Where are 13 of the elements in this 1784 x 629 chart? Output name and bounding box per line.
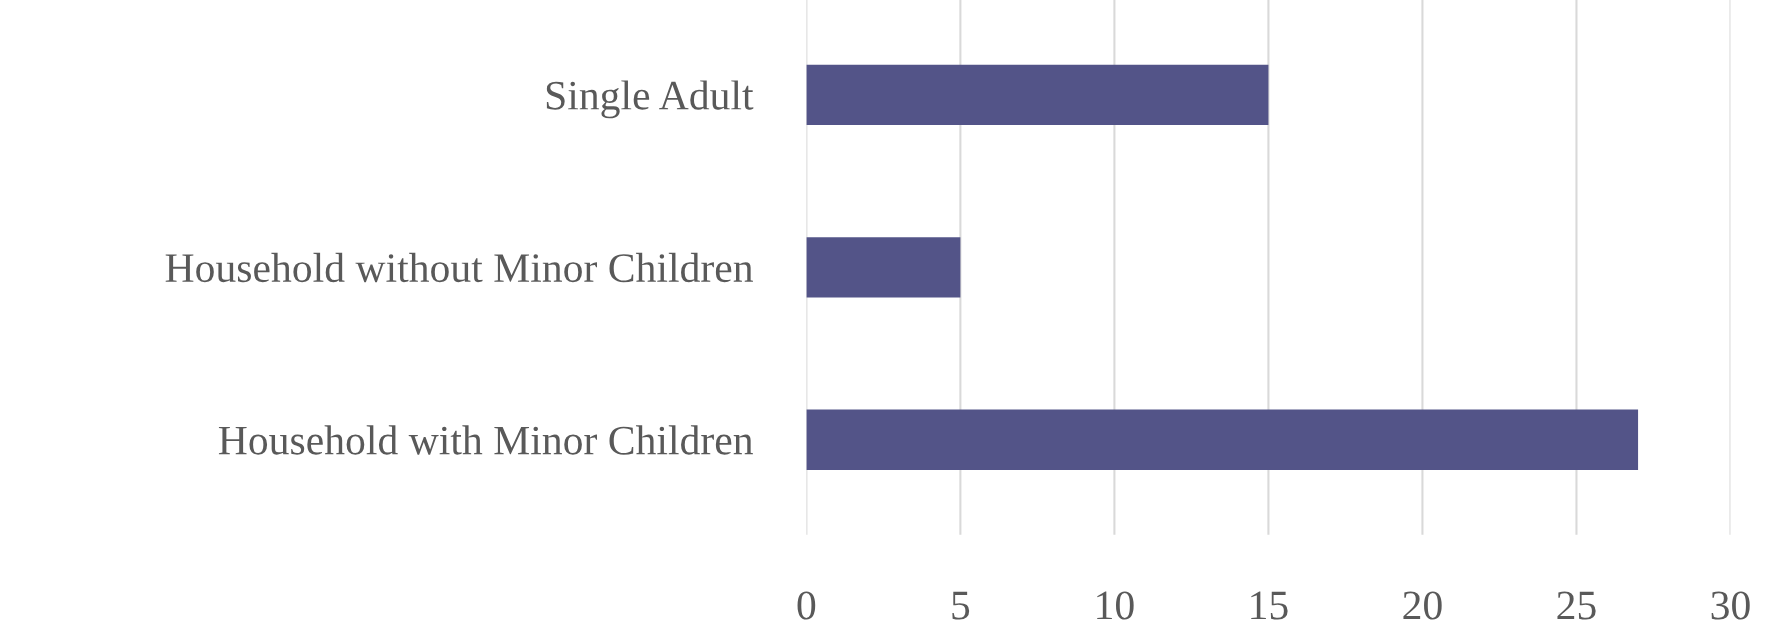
bar	[806, 409, 1639, 470]
y-tick-label: Single Adult	[546, 80, 754, 119]
x-tick-label: 5	[952, 591, 970, 620]
x-tick-label: 0	[797, 591, 816, 620]
x-tick-label: 15	[1251, 591, 1288, 620]
x-tick-label: 10	[1097, 591, 1134, 620]
x-tick-label: 25	[1557, 591, 1596, 620]
x-tick-label: 20	[1403, 591, 1442, 620]
x-tick-label: 30	[1711, 591, 1750, 620]
bar	[806, 64, 1269, 126]
y-tick-label: Household without Minor Children	[165, 252, 753, 283]
y-tick-label: Household with Minor Children	[218, 425, 753, 455]
bar	[806, 237, 961, 298]
